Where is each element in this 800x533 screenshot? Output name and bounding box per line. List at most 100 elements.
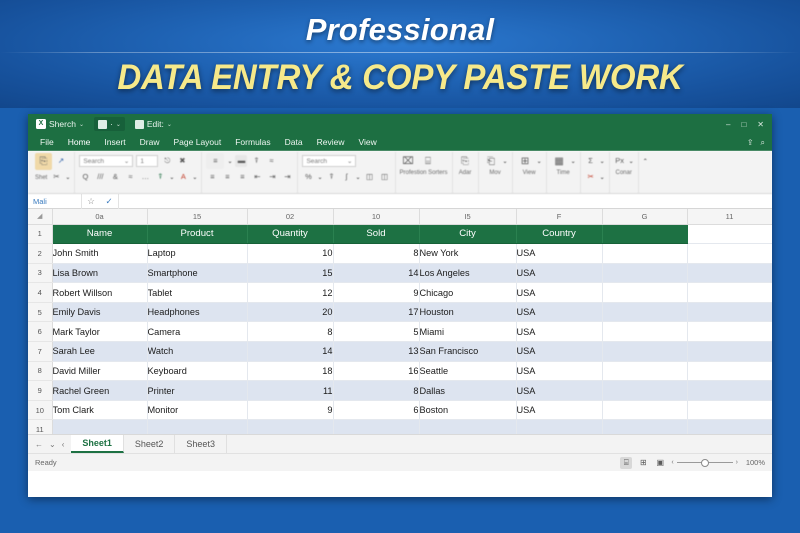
column-header-d[interactable]: 10 [333, 209, 420, 225]
row-header[interactable]: 1 [28, 224, 53, 245]
cell-name[interactable]: Lisa Brown [52, 263, 148, 284]
cell-empty[interactable] [687, 282, 772, 303]
column-header-g[interactable]: G [602, 209, 688, 225]
cell-city[interactable]: Seattle [419, 361, 517, 382]
increase-font-icon[interactable]: ⎋ [164, 156, 171, 165]
chevron-down-icon[interactable]: ⌄ [227, 158, 233, 165]
page-break-view-icon[interactable]: ▣ [656, 457, 665, 467]
cell-empty[interactable] [687, 263, 772, 284]
table-header-product[interactable]: Product [147, 224, 248, 245]
conditional-formatting-icon[interactable]: ⌧ [402, 155, 414, 167]
cell-product[interactable]: Camera [147, 321, 248, 343]
row-header[interactable]: 8 [28, 361, 53, 382]
table-header-city[interactable]: City [419, 224, 517, 245]
cell-empty[interactable] [687, 224, 772, 245]
border-icon[interactable]: ≈ [128, 172, 133, 181]
currency-icon[interactable]: ⍒ [329, 172, 334, 181]
cell-empty[interactable] [52, 419, 148, 434]
cell-quantity[interactable]: 11 [247, 380, 334, 401]
move-cells-icon[interactable]: ⎗ [487, 155, 496, 167]
cell-country[interactable]: USA [516, 380, 603, 401]
cell-sold[interactable]: 14 [333, 263, 420, 284]
zoom-out-button[interactable]: ‹ [671, 459, 674, 466]
chevron-down-icon[interactable]: ⌄ [536, 158, 542, 165]
cell-city[interactable]: Boston [419, 400, 517, 421]
cell-empty[interactable] [602, 302, 688, 323]
cell-empty[interactable] [247, 419, 334, 434]
font-color-icon[interactable]: A [180, 172, 186, 181]
row-header[interactable]: 2 [28, 243, 53, 264]
cell-quantity[interactable]: 8 [247, 321, 334, 343]
cell-name[interactable]: Mark Taylor [52, 321, 148, 343]
sheet-tab-sheet1[interactable]: Sheet1 [71, 435, 124, 453]
cell-name[interactable]: John Smith [52, 243, 148, 264]
time-format-icon[interactable]: ▦ [554, 155, 564, 167]
cell-product[interactable]: Monitor [147, 400, 248, 421]
sheet-tab-sheet3[interactable]: Sheet3 [175, 435, 227, 453]
chevron-down-icon[interactable]: ⌄ [192, 174, 198, 181]
cell-empty[interactable] [602, 419, 688, 434]
normal-view-icon[interactable]: ⌸ [620, 456, 633, 469]
cell-empty[interactable] [419, 419, 517, 434]
cell-quantity[interactable]: 10 [247, 243, 334, 264]
next-sheet-button[interactable]: ‹ [61, 439, 65, 449]
row-header[interactable]: 10 [28, 400, 53, 421]
tab-draw[interactable]: Draw [139, 137, 160, 147]
cell-city[interactable]: Miami [419, 321, 517, 343]
chevron-down-icon[interactable]: ⌄ [628, 158, 634, 165]
cell-name[interactable]: David Miller [52, 361, 148, 382]
chevron-down-icon[interactable]: ⌄ [65, 174, 71, 181]
cell-quantity[interactable]: 15 [247, 263, 334, 284]
undo-chip[interactable]: Edit: ⌄ [131, 117, 176, 131]
table-header-sold[interactable]: Sold [333, 224, 420, 245]
column-header-c[interactable]: 02 [247, 209, 334, 225]
tab-data[interactable]: Data [284, 137, 303, 147]
cell-sold[interactable]: 17 [333, 302, 420, 323]
format-painter-icon[interactable]: ↗ [57, 156, 65, 165]
cell-empty[interactable] [687, 243, 772, 264]
clear-icon[interactable]: ✂ [587, 172, 594, 181]
autosum-icon[interactable]: Σ [588, 156, 593, 165]
cell-empty[interactable] [602, 282, 688, 303]
cell-empty[interactable] [687, 419, 772, 434]
cell-name[interactable]: Tom Clark [52, 400, 148, 421]
percent-style-icon[interactable]: % [305, 172, 312, 181]
cell-empty[interactable] [687, 400, 772, 421]
chevron-down-icon[interactable]: ⌄ [570, 158, 576, 165]
cell-quantity[interactable]: 18 [247, 361, 334, 382]
number-format-select[interactable]: Search ⌄ [302, 155, 357, 167]
share-icon[interactable]: ⇪ [746, 137, 754, 147]
cell-sold[interactable]: 5 [333, 321, 420, 343]
indent-more-icon[interactable]: ⇥ [284, 172, 291, 181]
font-size-input[interactable]: 1 [136, 155, 159, 167]
minimize-button[interactable]: – [726, 119, 731, 129]
formula-input[interactable] [118, 193, 772, 209]
bold-icon[interactable]: Q [82, 172, 89, 181]
decrease-decimal-icon[interactable]: ◫ [380, 172, 389, 181]
comments-icon[interactable]: ⌕ [760, 137, 765, 147]
cell-city[interactable]: Chicago [419, 282, 517, 303]
cell-product[interactable]: Headphones [147, 302, 248, 323]
chevron-down-icon[interactable]: ⌄ [317, 174, 323, 181]
tab-formulas[interactable]: Formulas [235, 137, 271, 147]
row-header[interactable]: 5 [28, 302, 53, 323]
cell-country[interactable]: USA [516, 321, 603, 343]
font-name-input[interactable]: Search ⌄ [79, 155, 134, 167]
tab-insert[interactable]: Insert [104, 137, 126, 147]
column-header-f[interactable]: F [516, 209, 603, 225]
column-header-b[interactable]: 15 [147, 209, 248, 225]
cell-empty[interactable] [602, 341, 688, 362]
cell-empty[interactable] [602, 243, 688, 264]
cell-empty[interactable] [516, 419, 603, 434]
confirm-icon[interactable]: ✓ [105, 195, 113, 206]
cell-sold[interactable]: 8 [333, 380, 420, 401]
select-all-button[interactable]: ◢ [28, 209, 53, 225]
align-left-icon[interactable]: ≡ [210, 172, 215, 181]
column-header-e[interactable]: I5 [419, 209, 517, 225]
column-header-h[interactable]: 11 [687, 209, 772, 225]
increase-indent-icon[interactable]: ⇥ [269, 172, 276, 181]
cell-name[interactable]: Sarah Lee [52, 341, 148, 362]
cell-country[interactable]: USA [516, 302, 603, 323]
cell-country[interactable]: USA [516, 341, 603, 362]
cell-quantity[interactable]: 20 [247, 302, 334, 323]
